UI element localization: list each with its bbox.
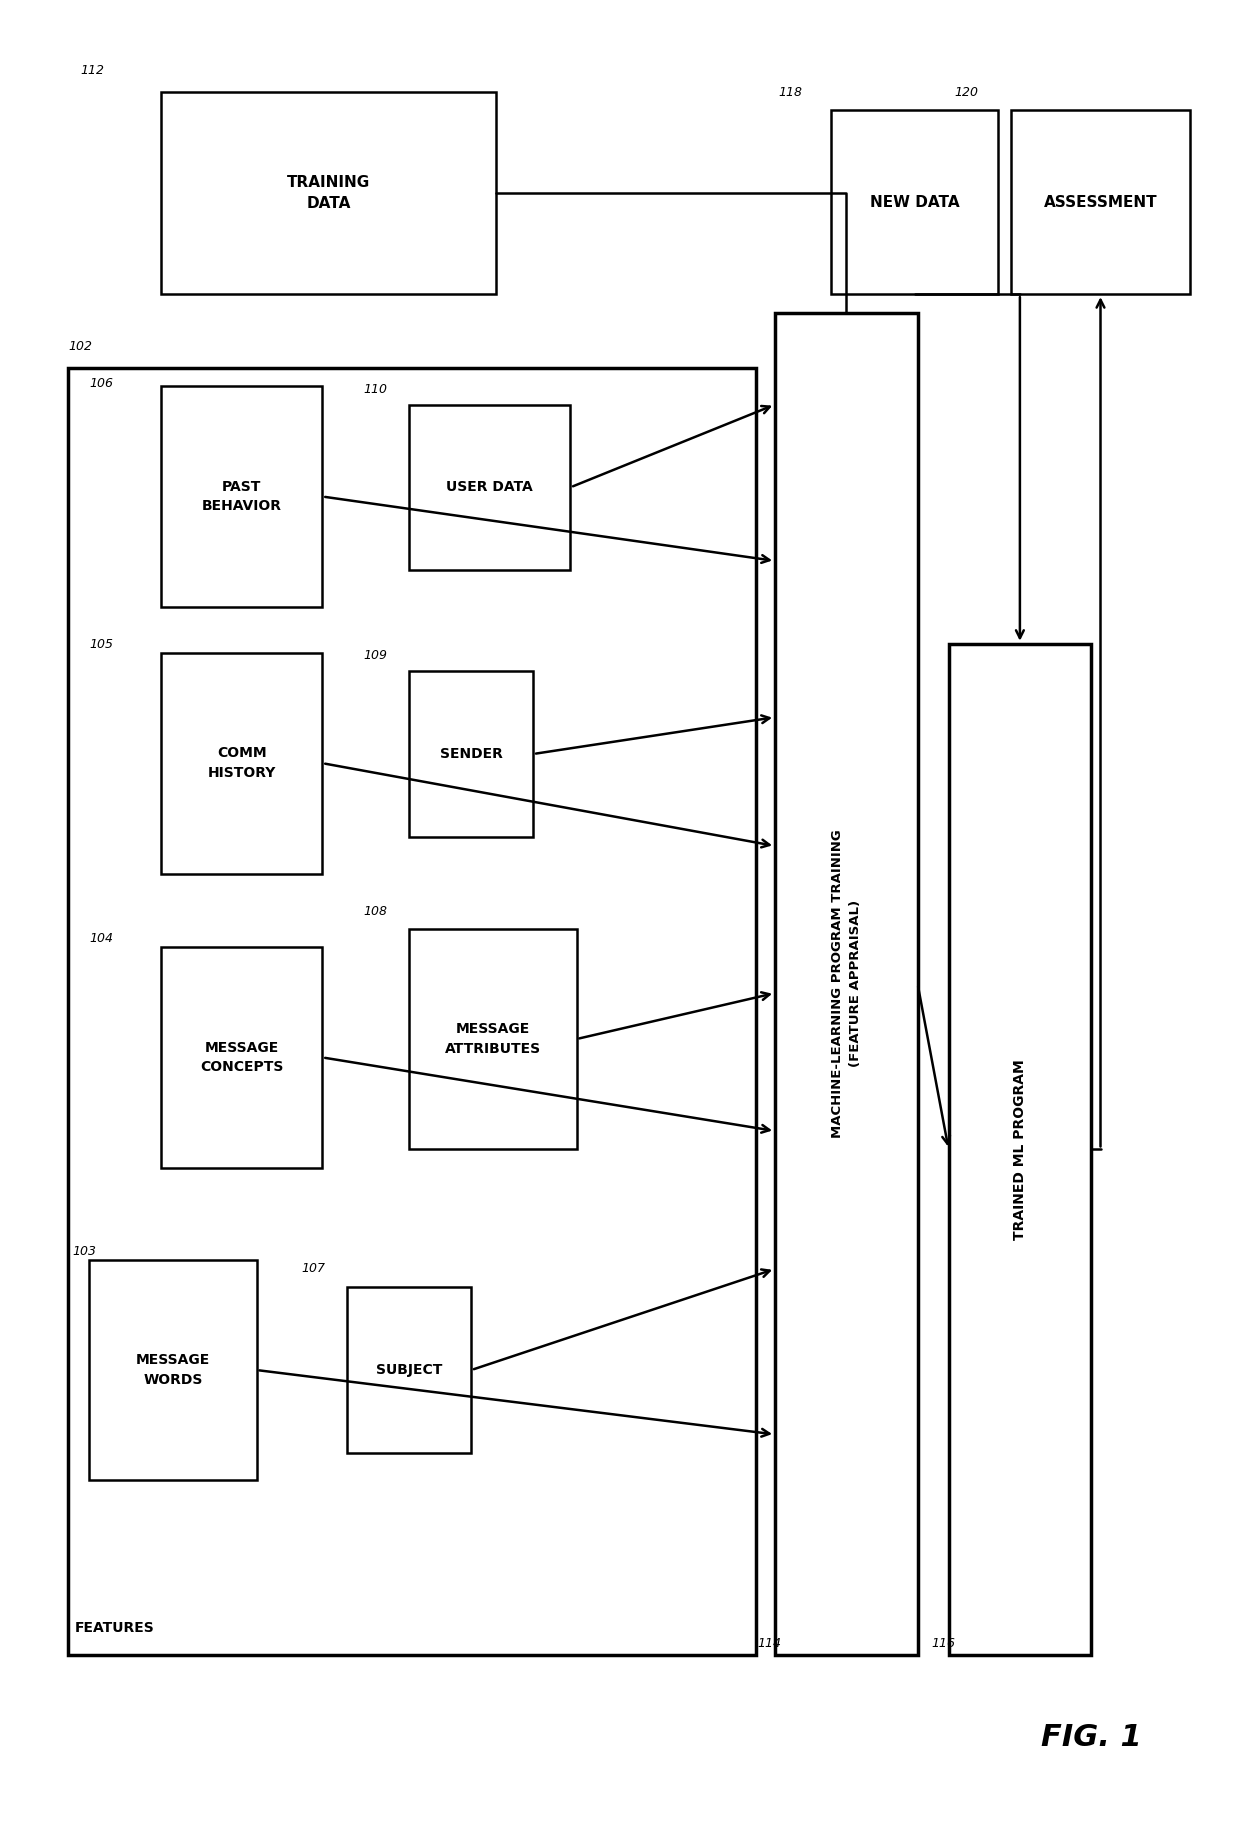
Text: FEATURES: FEATURES (74, 1620, 154, 1635)
Text: FIG. 1: FIG. 1 (1040, 1723, 1142, 1753)
Bar (347, 1287, 471, 1453)
Bar (161, 653, 322, 874)
Text: 108: 108 (363, 905, 387, 918)
Bar (775, 313, 918, 1655)
Text: TRAINED ML PROGRAM: TRAINED ML PROGRAM (1013, 1059, 1027, 1239)
Text: MESSAGE
WORDS: MESSAGE WORDS (136, 1354, 210, 1387)
Text: 118: 118 (779, 86, 802, 99)
Text: NEW DATA: NEW DATA (869, 195, 960, 210)
Text: USER DATA: USER DATA (446, 480, 533, 495)
Text: ASSESSMENT: ASSESSMENT (1044, 195, 1157, 210)
Text: 109: 109 (363, 649, 387, 662)
Bar (1011, 110, 1190, 294)
Bar (409, 405, 570, 570)
Text: SUBJECT: SUBJECT (376, 1363, 443, 1377)
Text: 105: 105 (89, 638, 113, 651)
Text: SENDER: SENDER (440, 747, 502, 761)
Text: 116: 116 (931, 1637, 955, 1650)
Bar (68, 368, 756, 1655)
Bar (831, 110, 998, 294)
Text: 103: 103 (72, 1245, 95, 1258)
Bar (89, 1260, 257, 1480)
Bar (409, 671, 533, 837)
Bar (161, 92, 496, 294)
Text: 114: 114 (758, 1637, 781, 1650)
Bar (161, 947, 322, 1168)
Text: TRAINING
DATA: TRAINING DATA (286, 175, 371, 211)
Text: MACHINE-LEARNING PROGRAM TRAINING
(FEATURE APPRAISAL): MACHINE-LEARNING PROGRAM TRAINING (FEATU… (831, 829, 862, 1138)
Text: MESSAGE
CONCEPTS: MESSAGE CONCEPTS (200, 1041, 284, 1074)
Bar (409, 929, 577, 1149)
Text: COMM
HISTORY: COMM HISTORY (207, 747, 277, 780)
Text: 102: 102 (68, 340, 92, 353)
Text: PAST
BEHAVIOR: PAST BEHAVIOR (202, 480, 281, 513)
Text: 104: 104 (89, 932, 113, 945)
Text: 112: 112 (81, 64, 104, 77)
Bar (949, 644, 1091, 1655)
Text: 120: 120 (955, 86, 978, 99)
Text: 107: 107 (301, 1262, 325, 1274)
Text: 110: 110 (363, 383, 387, 395)
Bar (161, 386, 322, 607)
Text: 106: 106 (89, 377, 113, 390)
Text: MESSAGE
ATTRIBUTES: MESSAGE ATTRIBUTES (445, 1022, 541, 1056)
